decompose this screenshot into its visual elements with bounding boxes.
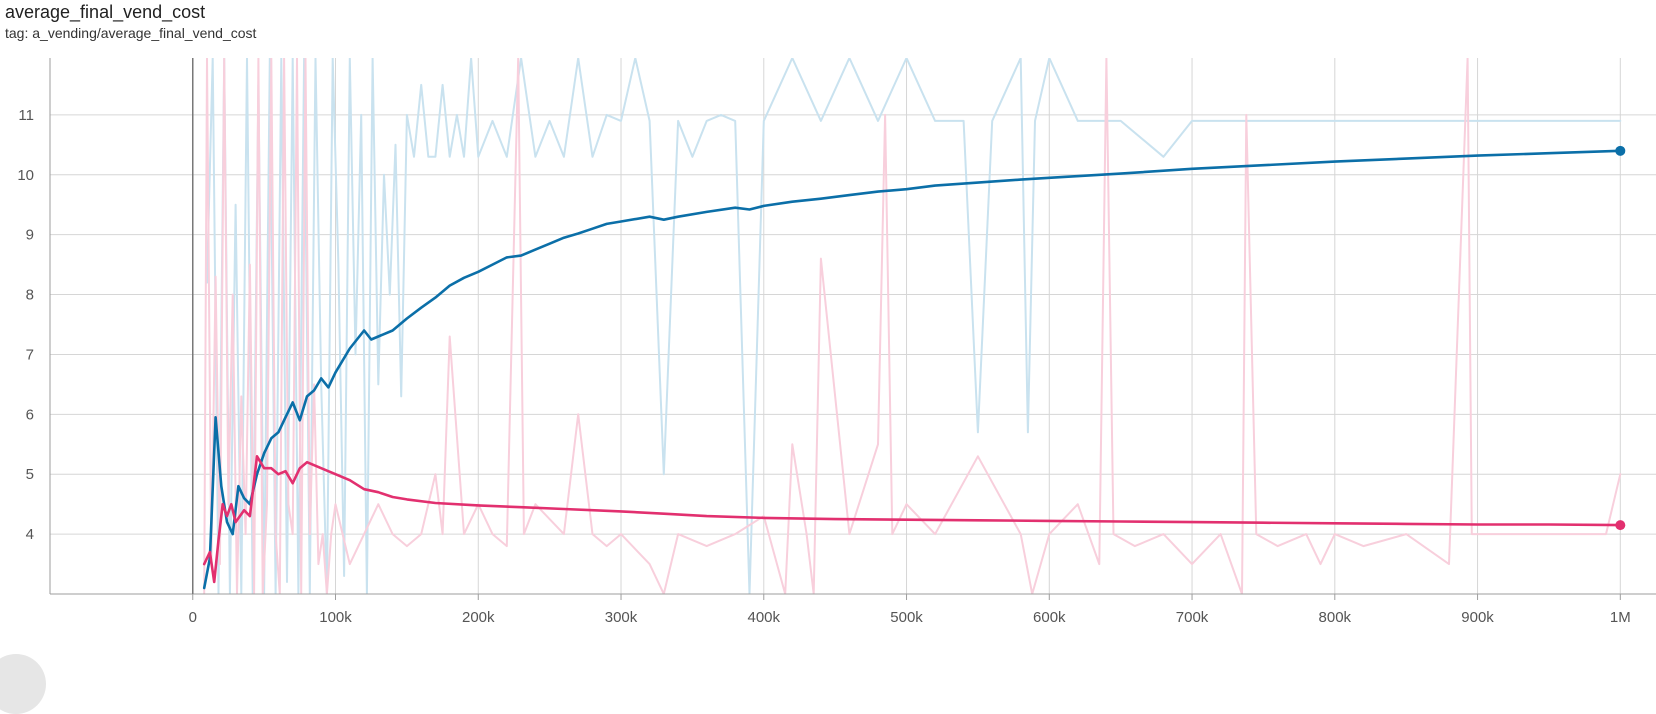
x-tick-label: 400k (748, 609, 781, 626)
raw-series-line (203, 58, 1622, 594)
x-tick-label: 100k (319, 609, 352, 626)
x-tick-label: 500k (890, 609, 923, 626)
x-tick-label: 1M (1610, 609, 1631, 626)
x-tick-label: 800k (1319, 609, 1352, 626)
x-tick-label: 200k (462, 609, 495, 626)
smoothed-series-line (202, 454, 1622, 584)
x-tick-label: 600k (1033, 609, 1066, 626)
tick-labels: 4 5 6 7 8 9 10 11 0 100k 200k 300k 400k 500k 600k 700k 8… (17, 107, 1630, 626)
x-tick-label: 0 (189, 609, 197, 626)
y-tick-label: 4 (26, 526, 34, 543)
y-tick-label: 9 (26, 227, 34, 244)
raw-series (203, 58, 1622, 594)
x-tick-label: 900k (1461, 609, 1494, 626)
y-tick-label: 7 (26, 346, 34, 363)
x-tick-label: 700k (1176, 609, 1209, 626)
x-tick-label: 300k (605, 609, 638, 626)
chart-tag: tag: a_vending/average_final_vend_cost (5, 25, 257, 41)
series-end-marker[interactable] (1615, 145, 1626, 156)
axes (49, 58, 1656, 600)
smoothed-series[interactable] (202, 145, 1626, 590)
y-tick-label: 10 (17, 167, 34, 184)
y-tick-label: 8 (26, 287, 34, 304)
y-tick-label: 11 (18, 107, 34, 124)
series-end-marker[interactable] (1615, 520, 1626, 531)
line-chart[interactable]: 4 5 6 7 8 9 10 11 0 100k 200k 300k 400k 500k 600k 700k 8… (0, 0, 1656, 668)
smoothed-series-line (202, 149, 1622, 590)
y-tick-label: 5 (26, 466, 34, 483)
raw-series-line (206, 58, 1622, 594)
y-tick-label: 6 (26, 406, 34, 423)
chart-title: average_final_vend_cost (5, 2, 206, 22)
